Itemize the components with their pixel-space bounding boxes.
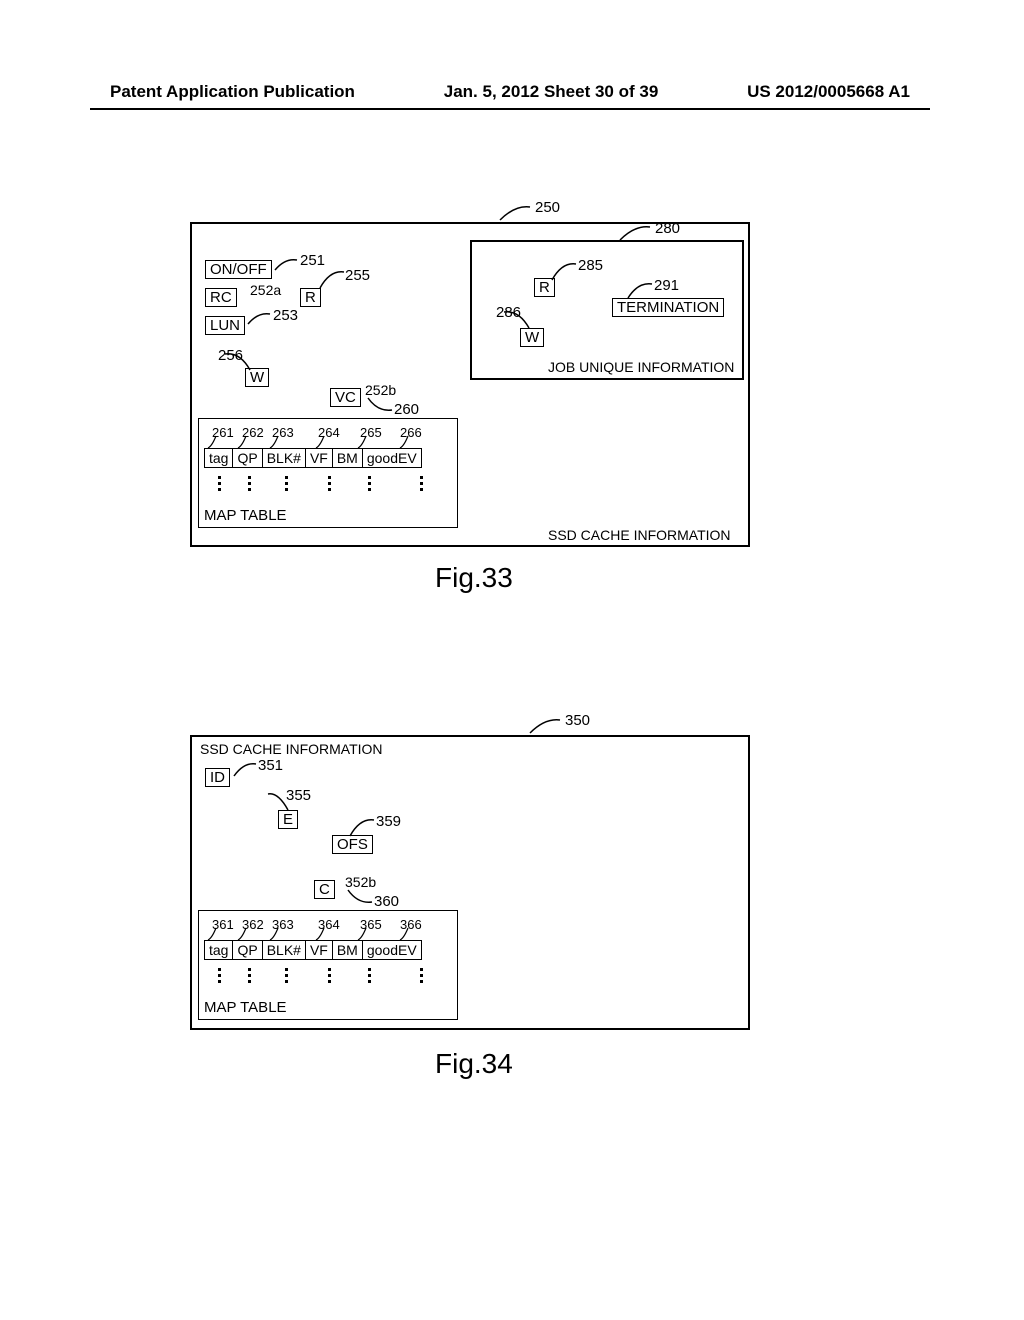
fig34-ofs-num: 359 [376, 814, 401, 829]
fig33-col-bm: BM [332, 449, 362, 468]
fig33-col-vf: VF [305, 449, 332, 468]
fig33-rc-label: RC [210, 289, 232, 306]
fig33-job-unique-label: JOB UNIQUE INFORMATION [548, 360, 734, 374]
fig34-col-arcs [208, 928, 458, 942]
fig33-lun-label: LUN [210, 317, 240, 334]
fig34-c-box: C [314, 880, 335, 899]
fig33-vc-num-a: 252b [365, 383, 396, 397]
fig34-caption: Fig.34 [435, 1048, 513, 1080]
fig33-lun-num: 253 [273, 308, 298, 323]
fig34-id-num: 351 [258, 758, 283, 773]
fig33-col-tag: tag [205, 449, 233, 468]
fig33-r-left-box: R [300, 288, 321, 307]
fig34-vdots-3 [328, 968, 331, 983]
fig33-onoff-label: ON/OFF [210, 261, 267, 278]
fig34-maptable: tag QP BLK# VF BM goodEV [204, 940, 422, 960]
fig34-e-box: E [278, 810, 298, 829]
fig33-vdots-4 [368, 476, 371, 491]
fig33-rc-num: 252a [250, 283, 281, 297]
fig34-maptable-label: MAP TABLE [204, 1000, 287, 1015]
fig34-col-vf: VF [305, 941, 332, 960]
fig33-r-left-num: 255 [345, 268, 370, 283]
fig33-vdots-1 [248, 476, 251, 491]
fig33-col-qp: QP [233, 449, 262, 468]
fig33-w-right-num: 286 [496, 305, 521, 320]
fig34-c-label: C [319, 881, 330, 898]
fig33-maptable: tag QP BLK# VF BM goodEV [204, 448, 422, 468]
page-header: Patent Application Publication Jan. 5, 2… [110, 82, 910, 102]
fig33-vdots-2 [285, 476, 288, 491]
fig33-maptable-label: MAP TABLE [204, 508, 287, 523]
fig33-col-goodev: goodEV [362, 449, 421, 468]
fig33-r-left-label: R [305, 289, 316, 306]
fig33-outer-num: 250 [535, 200, 560, 215]
fig33-w-right-label: W [525, 329, 539, 346]
fig33-w-left-num: 256 [218, 348, 243, 363]
fig34-id-box: ID [205, 768, 230, 787]
fig33-term-num: 291 [654, 278, 679, 293]
fig34-col-goodev: goodEV [362, 941, 421, 960]
fig34-vdots-5 [420, 968, 423, 983]
fig33-term-box: TERMINATION [612, 298, 724, 317]
fig33-vdots-0 [218, 476, 221, 491]
fig33-lun-box: LUN [205, 316, 245, 335]
fig34-col-bm: BM [332, 941, 362, 960]
fig33-caption: Fig.33 [435, 562, 513, 594]
fig34-vdots-2 [285, 968, 288, 983]
fig33-term-label: TERMINATION [617, 299, 719, 316]
fig33-onoff-box: ON/OFF [205, 260, 272, 279]
header-center: Jan. 5, 2012 Sheet 30 of 39 [444, 82, 659, 102]
fig34-outer-num: 350 [565, 713, 590, 728]
fig33-vc-num-b: 260 [394, 402, 419, 417]
fig34-col-blk: BLK# [262, 941, 305, 960]
fig34-e-num: 355 [286, 788, 311, 803]
header-rule [90, 108, 930, 110]
fig33-inner-num: 280 [655, 221, 680, 236]
fig33-r-right-num: 285 [578, 258, 603, 273]
fig33-w-right-box: W [520, 328, 544, 347]
fig34-c-num-b: 360 [374, 894, 399, 909]
header-left: Patent Application Publication [110, 82, 355, 102]
fig33-vdots-5 [420, 476, 423, 491]
fig34-ssd-cache-label: SSD CACHE INFORMATION [200, 742, 383, 756]
fig33-rc-box: RC [205, 288, 237, 307]
fig33-ssd-cache-label: SSD CACHE INFORMATION [548, 528, 731, 542]
fig34-vdots-4 [368, 968, 371, 983]
fig34-vdots-1 [248, 968, 251, 983]
fig33-vc-box: VC [330, 388, 361, 407]
fig34-vdots-0 [218, 968, 221, 983]
fig34-col-qp: QP [233, 941, 262, 960]
fig33-onoff-num: 251 [300, 253, 325, 268]
fig34-c-num-a: 352b [345, 875, 376, 889]
fig34-id-label: ID [210, 769, 225, 786]
fig33-vdots-3 [328, 476, 331, 491]
fig34-e-label: E [283, 811, 293, 828]
fig33-r-right-label: R [539, 279, 550, 296]
fig33-col-arcs [208, 436, 458, 450]
fig34-col-tag: tag [205, 941, 233, 960]
header-right: US 2012/0005668 A1 [747, 82, 910, 102]
fig34-ofs-label: OFS [337, 836, 368, 853]
fig33-vc-label: VC [335, 389, 356, 406]
page: Patent Application Publication Jan. 5, 2… [0, 0, 1024, 1320]
fig33-col-blk: BLK# [262, 449, 305, 468]
